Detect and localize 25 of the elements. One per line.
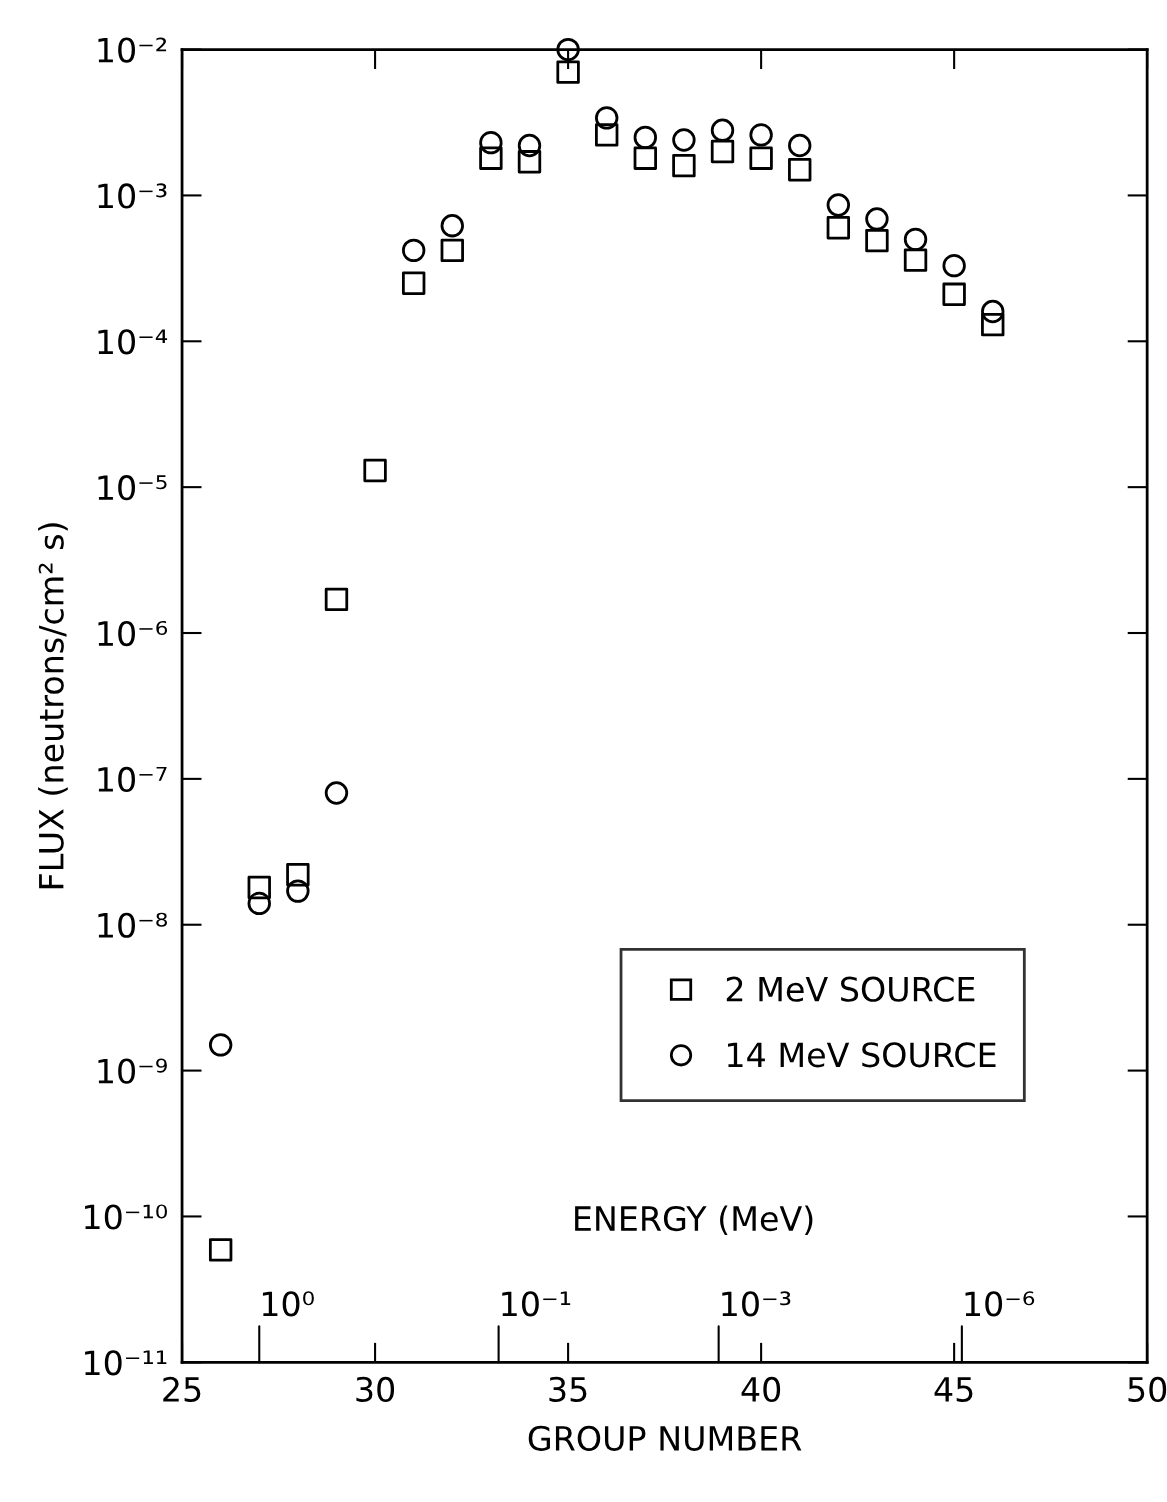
annotation: ENERGY (MeV) [575,1205,813,1236]
annotation: 10⁻⁶ [965,1291,1035,1317]
legend-label: 14 MeV SOURCE [728,1042,996,1068]
legend-label: 2 MeV SOURCE [726,976,975,1002]
x-tick-label: 45 [934,1377,973,1403]
y-tick-label: 10⁻⁵ [98,475,167,501]
y-tick-label: 10⁻⁸ [98,912,167,938]
annotation: 10⁻³ [722,1291,791,1317]
y-tick-label: 10⁻⁴ [98,329,168,355]
x-tick-label: 25 [163,1376,201,1403]
y-tick-label: 10⁻³ [98,183,167,209]
x-tick-label: 50 [1128,1376,1167,1403]
y-tick-label: 10⁻⁷ [98,766,167,793]
y-tick-label: 10⁻¹¹ [85,1350,167,1376]
x-tick-label: 35 [549,1376,587,1403]
annotation: 10⁰ [262,1291,314,1317]
y-tick-label: 10⁻⁹ [98,1058,167,1084]
y-tick-label: 10⁻¹⁰ [85,1204,167,1230]
x-axis-title: GROUP NUMBER [528,1425,802,1451]
x-tick-label: 30 [356,1376,395,1403]
x-tick-label: 40 [741,1376,781,1403]
annotation: 10⁻¹ [502,1291,571,1317]
y-axis-title: FLUX (neutrons/cm² s) [38,523,68,889]
y-tick-label: 10⁻⁶ [98,620,168,647]
y-tick-label: 10⁻² [98,37,167,63]
